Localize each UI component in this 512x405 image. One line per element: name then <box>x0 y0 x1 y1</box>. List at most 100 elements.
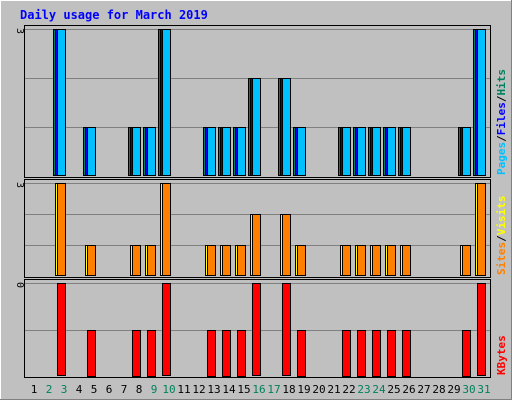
x-tick-label-day-18: 18 <box>282 383 295 396</box>
legend-label-separator: / <box>495 135 508 142</box>
bar-kbytes-day-9 <box>162 283 171 376</box>
bar-sites-day-17 <box>282 214 291 276</box>
bar-pages-day-13 <box>222 127 231 176</box>
panel-middle-legend: Sites/Visits <box>495 196 508 276</box>
x-tick-label-day-4: 4 <box>76 383 83 396</box>
bar-kbytes-day-13 <box>222 330 231 377</box>
bar-kbytes-day-25 <box>402 330 411 377</box>
x-tick-label-day-17: 17 <box>267 383 280 396</box>
bar-kbytes-day-21 <box>342 330 351 377</box>
chart-title: Daily usage for March 2019 <box>20 8 208 22</box>
x-tick-label-day-12: 12 <box>192 383 205 396</box>
bar-pages-day-22 <box>357 127 366 176</box>
x-tick-label-day-16: 16 <box>252 383 265 396</box>
x-tick-label-day-30: 30 <box>462 383 475 396</box>
bar-pages-day-12 <box>207 127 216 176</box>
bar-sites-day-25 <box>402 245 411 276</box>
legend-label-files: Files <box>495 102 508 135</box>
panel-bottom-border <box>24 279 491 378</box>
x-tick-label-day-19: 19 <box>297 383 310 396</box>
bar-kbytes-day-24 <box>387 330 396 377</box>
x-tick-label-day-25: 25 <box>387 383 400 396</box>
bar-kbytes-day-2 <box>57 283 66 376</box>
bar-kbytes-day-22 <box>357 330 366 377</box>
bar-sites-day-15 <box>252 214 261 276</box>
bar-sites-day-24 <box>387 245 396 276</box>
bar-kbytes-day-15 <box>252 283 261 376</box>
bar-sites-day-12 <box>207 245 216 276</box>
bar-sites-day-8 <box>147 245 156 276</box>
x-tick-label-day-11: 11 <box>177 383 190 396</box>
x-tick-label-day-8: 8 <box>136 383 143 396</box>
legend-label-sites: Sites <box>495 242 508 275</box>
x-tick-label-day-10: 10 <box>162 383 175 396</box>
x-tick-label-day-20: 20 <box>312 383 325 396</box>
bar-sites-day-13 <box>222 245 231 276</box>
bar-pages-day-9 <box>162 29 171 176</box>
bar-pages-day-4 <box>87 127 96 176</box>
panel-top-legend: Pages/Files/Hits <box>495 69 508 175</box>
bar-pages-day-30 <box>477 29 486 176</box>
bar-kbytes-day-12 <box>207 330 216 377</box>
bar-pages-day-21 <box>342 127 351 176</box>
bar-pages-day-8 <box>147 127 156 176</box>
bar-sites-day-18 <box>297 245 306 276</box>
x-tick-label-day-6: 6 <box>106 383 113 396</box>
bar-kbytes-day-8 <box>147 330 156 377</box>
bar-sites-day-21 <box>342 245 351 276</box>
x-tick-label-day-3: 3 <box>61 383 68 396</box>
bar-pages-day-29 <box>462 127 471 176</box>
panel-top: 3 Pages/Files/Hits <box>14 25 508 178</box>
panel-top-max-label: 3 <box>14 28 25 34</box>
legend-label-separator: / <box>495 235 508 242</box>
bar-kbytes-day-18 <box>297 330 306 377</box>
panel-bottom-legend: KBytes <box>495 335 508 375</box>
bar-pages-day-15 <box>252 78 261 176</box>
bar-pages-day-23 <box>372 127 381 176</box>
legend-label-kbytes: KBytes <box>495 335 508 375</box>
bar-kbytes-day-23 <box>372 330 381 377</box>
bar-kbytes-day-4 <box>87 330 96 377</box>
x-tick-label-day-5: 5 <box>91 383 98 396</box>
bar-pages-day-25 <box>402 127 411 176</box>
bar-kbytes-day-30 <box>477 283 486 376</box>
x-tick-label-day-24: 24 <box>372 383 386 396</box>
bar-pages-day-14 <box>237 127 246 176</box>
x-tick-label-day-14: 14 <box>222 383 236 396</box>
bar-pages-day-7 <box>132 127 141 176</box>
x-tick-label-day-27: 27 <box>417 383 430 396</box>
bar-sites-day-23 <box>372 245 381 276</box>
legend-label-pages: Pages <box>495 142 508 175</box>
x-tick-label-day-2: 2 <box>46 383 53 396</box>
bar-sites-day-14 <box>237 245 246 276</box>
x-tick-label-day-26: 26 <box>402 383 415 396</box>
x-tick-label-day-29: 29 <box>447 383 460 396</box>
legend-label-separator: / <box>495 95 508 102</box>
bar-kbytes-day-29 <box>462 330 471 377</box>
panel-middle: 3 Sites/Visits <box>14 179 508 278</box>
bar-sites-day-4 <box>87 245 96 276</box>
legend-label-visits: Visits <box>495 196 508 236</box>
x-tick-label-day-13: 13 <box>207 383 220 396</box>
bar-sites-day-22 <box>357 245 366 276</box>
x-tick-label-day-7: 7 <box>121 383 128 396</box>
bar-sites-day-7 <box>132 245 141 276</box>
panel-middle-border <box>24 179 491 278</box>
bar-kbytes-day-17 <box>282 283 291 376</box>
bar-pages-day-18 <box>297 127 306 176</box>
x-tick-label-day-22: 22 <box>342 383 355 396</box>
bar-pages-day-24 <box>387 127 396 176</box>
bar-sites-day-29 <box>462 245 471 276</box>
panel-middle-max-label: 3 <box>14 182 25 188</box>
bar-sites-day-2 <box>57 183 66 276</box>
panel-top-border <box>24 25 491 178</box>
x-tick-label-day-15: 15 <box>237 383 250 396</box>
x-tick-label-day-23: 23 <box>357 383 370 396</box>
bar-kbytes-day-7 <box>132 330 141 377</box>
x-tick-label-day-9: 9 <box>151 383 158 396</box>
bar-sites-day-30 <box>477 183 486 276</box>
x-tick-label-day-28: 28 <box>432 383 445 396</box>
x-tick-label-day-31: 31 <box>477 383 490 396</box>
